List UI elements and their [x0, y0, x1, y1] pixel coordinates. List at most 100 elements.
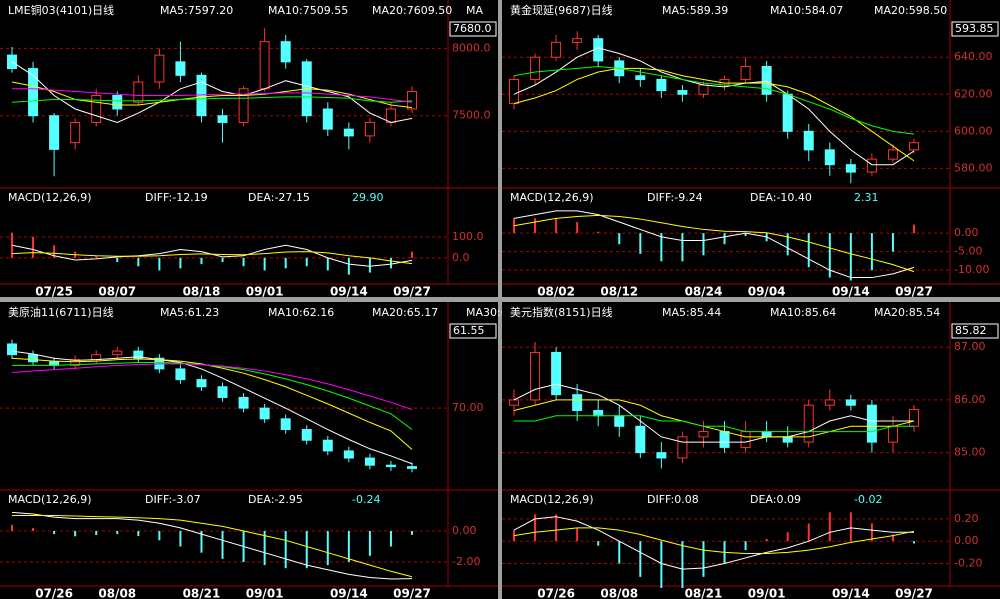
- candle-body: [28, 354, 39, 363]
- macd-legend: DIFF:-3.07: [145, 493, 201, 506]
- candle-body: [866, 404, 877, 443]
- legend-entry: MA20:65.17: [372, 306, 438, 319]
- panel: LME铜03(4101)日线 MA5:7597.20 MA10:7509.55 MA2…: [0, 0, 498, 299]
- x-tick-label: 08/21: [183, 587, 221, 599]
- candle-body: [364, 457, 375, 466]
- ma-line: [11, 96, 413, 103]
- macd-legend: DEA:0.09: [750, 493, 801, 506]
- candle-body: [238, 396, 249, 409]
- candle-body: [614, 415, 625, 427]
- last-price: 61.55: [453, 324, 485, 337]
- candle-body: [593, 409, 604, 417]
- candle-body: [280, 418, 291, 431]
- x-tick-label: 07/25: [35, 285, 73, 299]
- candle-body: [845, 399, 856, 406]
- x-tick-label: 08/21: [685, 587, 723, 599]
- candle-body: [677, 90, 688, 95]
- candle-body: [91, 95, 102, 123]
- panel-background: [502, 302, 1000, 599]
- macd-value: 2.31: [854, 191, 879, 204]
- macd-line: [513, 214, 915, 273]
- y-tick-label: 0.00: [954, 534, 979, 547]
- candle-body: [175, 368, 186, 381]
- legend-entry: MA10:85.64: [770, 306, 836, 319]
- y-tick-label: -0.20: [954, 556, 982, 569]
- macd-legend: DEA:-2.95: [248, 493, 303, 506]
- candle-body: [635, 425, 646, 454]
- last-price-box: [449, 21, 497, 37]
- x-tick-label: 09/14: [330, 587, 368, 599]
- candle-body: [909, 408, 919, 427]
- panel: 美原油11(6711)日线 MA5:61.23 MA10:62.16 MA20:65.…: [0, 302, 508, 599]
- x-tick-label: 09/01: [246, 285, 284, 299]
- last-price-box: [951, 21, 999, 37]
- macd-line: [11, 251, 413, 265]
- macd-title: MACD(12,26,9): [510, 191, 594, 204]
- ma-line: [11, 350, 413, 465]
- candle-body: [385, 464, 396, 468]
- candle-body: [91, 354, 102, 361]
- macd-line: [513, 516, 914, 570]
- y-tick-label: -5.00: [954, 245, 982, 258]
- candle-body: [133, 350, 144, 359]
- candle-body: [7, 343, 17, 356]
- panel-title: LME铜03(4101)日线: [8, 3, 114, 17]
- x-tick-label: 07/26: [35, 587, 73, 599]
- candle-body: [698, 84, 709, 95]
- candle-body: [803, 130, 814, 151]
- x-tick-label: 09/27: [393, 285, 431, 299]
- candle-body: [719, 431, 730, 448]
- candle-body: [509, 78, 519, 105]
- legend-entry: MA5:61.23: [160, 306, 219, 319]
- x-tick-label: 08/24: [685, 285, 723, 299]
- candle-body: [259, 407, 270, 420]
- candle-body: [698, 431, 709, 438]
- candle-body: [866, 158, 877, 173]
- y-tick-label: 620.00: [954, 87, 993, 100]
- last-price-box: [449, 323, 497, 339]
- legend-entry: MA20:598.50: [874, 4, 947, 17]
- y-tick-label: 87.00: [954, 340, 986, 353]
- macd-value: -0.02: [854, 493, 882, 506]
- candle-body: [509, 399, 519, 406]
- macd-title: MACD(12,26,9): [8, 191, 92, 204]
- candle-body: [217, 386, 228, 398]
- candle-body: [635, 75, 646, 80]
- legend-entry: MA20:7609.50: [372, 4, 452, 17]
- y-tick-label: 0.00: [452, 524, 477, 537]
- macd-legend: DEA:-10.40: [750, 191, 812, 204]
- candle-body: [175, 61, 186, 76]
- candle-body: [259, 41, 270, 90]
- y-tick-label: 0.00: [954, 226, 979, 239]
- y-tick-label: 86.00: [954, 393, 986, 406]
- candle-body: [112, 95, 123, 110]
- macd-legend: DIFF:-9.24: [647, 191, 703, 204]
- candle-body: [238, 88, 249, 123]
- candle-body: [301, 429, 312, 441]
- candle-body: [887, 149, 898, 160]
- candle-body: [322, 439, 333, 452]
- legend-entry: MA5:589.39: [662, 4, 728, 17]
- candle-body: [803, 404, 814, 443]
- x-tick-label: 07/26: [537, 587, 575, 599]
- candle-body: [154, 54, 165, 83]
- candle-body: [196, 379, 207, 388]
- candle-body: [112, 350, 123, 356]
- macd-legend: DIFF:0.08: [647, 493, 699, 506]
- macd-title: MACD(12,26,9): [8, 493, 92, 506]
- x-tick-label: 09/14: [832, 587, 870, 599]
- candle-body: [70, 359, 81, 366]
- ma-line: [513, 67, 915, 162]
- legend-entry: MA20:85.54: [874, 306, 940, 319]
- macd-value: 29.90: [352, 191, 384, 204]
- candle-body: [196, 74, 207, 117]
- legend-entry: MA10:7509.55: [268, 4, 348, 17]
- panel: 美元指数(8151)日线 MA5:85.44 MA10:85.64 MA20:85.5…: [502, 302, 1000, 599]
- panel-background: [0, 302, 498, 599]
- macd-title: MACD(12,26,9): [510, 493, 594, 506]
- x-tick-label: 09/01: [748, 587, 786, 599]
- candle-body: [133, 81, 144, 103]
- macd-line: [513, 527, 915, 554]
- candle-body: [740, 65, 751, 80]
